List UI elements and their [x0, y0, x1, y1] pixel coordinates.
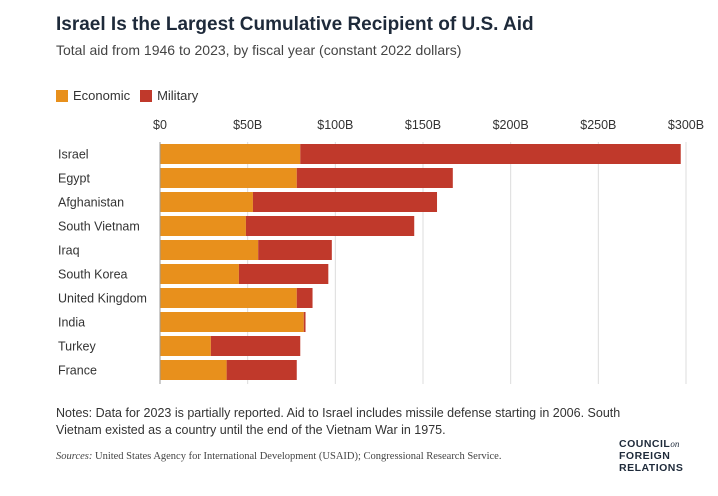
- category-label-8: Turkey: [58, 340, 96, 354]
- x-tick-label-2: $100B: [317, 118, 353, 132]
- x-tick-label-5: $250B: [580, 118, 616, 132]
- category-label-5: South Korea: [58, 268, 128, 282]
- logo-line-relations: RELATIONS: [619, 462, 684, 474]
- category-label-4: Iraq: [58, 244, 80, 258]
- bar-economic-7: [160, 312, 304, 332]
- logo-line-council: COUNCIL: [619, 438, 671, 450]
- sources-text: United States Agency for International D…: [92, 451, 502, 462]
- x-tick-label-4: $200B: [493, 118, 529, 132]
- chart-subtitle: Total aid from 1946 to 2023, by fiscal y…: [56, 42, 462, 58]
- category-label-6: United Kingdom: [58, 292, 147, 306]
- legend-label-economic: Economic: [73, 88, 131, 103]
- bar-military-8: [210, 336, 301, 356]
- bar-economic-9: [160, 360, 227, 380]
- category-label-3: South Vietnam: [58, 220, 140, 234]
- bar-economic-2: [160, 192, 253, 212]
- x-tick-label-6: $300B: [668, 118, 704, 132]
- chart-notes: Notes: Data for 2023 is partially report…: [56, 406, 621, 437]
- category-label-7: India: [58, 316, 85, 330]
- x-tick-label-0: $0: [153, 118, 167, 132]
- bar-military-7: [303, 312, 306, 332]
- bar-military-6: [296, 288, 313, 308]
- category-label-2: Afghanistan: [58, 196, 124, 210]
- bar-military-5: [238, 264, 329, 284]
- logo-on: on: [670, 439, 680, 449]
- chart-sources: Sources: United States Agency for Intern…: [56, 451, 501, 462]
- legend: Economic Military: [56, 88, 208, 103]
- category-label-0: Israel: [58, 148, 89, 162]
- bar-economic-6: [160, 288, 297, 308]
- bar-economic-3: [160, 216, 246, 236]
- legend-item-military: Military: [140, 88, 198, 103]
- bar-economic-1: [160, 168, 297, 188]
- chart-title: Israel Is the Largest Cumulative Recipie…: [56, 14, 534, 35]
- sources-label: Sources:: [56, 451, 93, 462]
- category-label-1: Egypt: [58, 172, 90, 186]
- bar-economic-0: [160, 144, 301, 164]
- bar-military-9: [226, 360, 297, 380]
- x-tick-label-1: $50B: [233, 118, 262, 132]
- bar-chart: $0 $50B $100B $150B $200B $250B $300B Israel Egy…: [58, 118, 704, 384]
- legend-item-economic: Economic: [56, 88, 130, 103]
- x-tick-label-3: $150B: [405, 118, 441, 132]
- bar-economic-8: [160, 336, 211, 356]
- legend-swatch-economic: [56, 89, 68, 102]
- legend-swatch-military: [140, 89, 153, 102]
- bar-military-4: [258, 240, 332, 260]
- cfr-logo: COUNCILon FOREIGN RELATIONS: [619, 438, 683, 474]
- bar-military-2: [252, 192, 438, 212]
- legend-label-military: Military: [157, 88, 199, 103]
- logo-line-foreign: FOREIGN: [619, 450, 671, 462]
- category-label-9: France: [58, 364, 97, 378]
- bar-economic-4: [160, 240, 259, 260]
- bar-military-0: [300, 144, 681, 164]
- bar-military-3: [245, 216, 415, 236]
- bar-military-1: [296, 168, 453, 188]
- bar-economic-5: [160, 264, 239, 284]
